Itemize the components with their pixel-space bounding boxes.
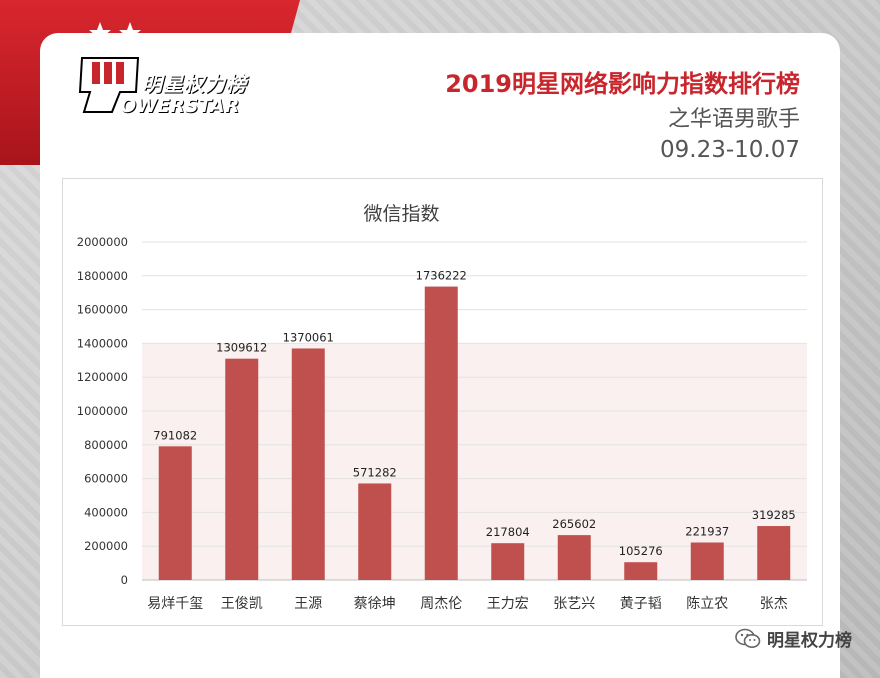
- footer-account: 明星权力榜: [735, 626, 852, 651]
- star-icon: [89, 22, 111, 43]
- wechat-icon: [735, 628, 761, 648]
- data-label: 217804: [486, 525, 530, 539]
- bar-chart: 微信指数 0 200000 400000 600000 800000 1000000 1200…: [77, 203, 807, 612]
- bar: [158, 446, 192, 580]
- page-subtitle: 之华语男歌手: [667, 107, 800, 132]
- bar: [424, 286, 458, 580]
- x-tick-label: 陈立农: [686, 595, 728, 612]
- star-icon: [119, 22, 141, 43]
- y-tick-label: 1800000: [77, 269, 128, 283]
- date-range: 09.23-10.07: [660, 137, 800, 163]
- star-icon: [64, 46, 80, 61]
- y-tick-label: 1400000: [77, 336, 128, 350]
- brand-logo: 明星权力榜 OWERSTAR: [0, 0, 300, 165]
- x-tick-label: 王俊凯: [221, 596, 263, 612]
- bar: [757, 526, 791, 580]
- data-label: 105276: [619, 544, 663, 558]
- bar: [491, 543, 525, 580]
- x-tick-label: 王源: [294, 596, 322, 612]
- y-tick-label: 0: [121, 573, 128, 587]
- x-tick-label: 蔡徐坤: [354, 596, 396, 612]
- bar: [557, 535, 591, 580]
- y-tick-label: 1200000: [77, 370, 128, 384]
- y-tick-label: 400000: [84, 505, 128, 519]
- page-title: 2019明星网络影响力指数排行榜: [445, 70, 800, 98]
- x-tick-label: 易烊千玺: [147, 596, 203, 612]
- data-label: 571282: [353, 465, 397, 479]
- star-icon: [152, 46, 168, 61]
- x-tick-label: 周杰伦: [420, 596, 462, 612]
- data-label: 1736222: [416, 269, 467, 283]
- logo-chinese-text: 明星权力榜: [142, 72, 247, 96]
- y-tick-label: 1000000: [77, 404, 128, 418]
- data-label: 265602: [552, 517, 596, 531]
- bar: [225, 358, 259, 580]
- y-tick-label: 1600000: [77, 303, 128, 317]
- logo-emblem-icon: [64, 22, 168, 113]
- bar: [624, 562, 658, 580]
- bar: [358, 483, 392, 580]
- y-tick-label: 2000000: [77, 235, 128, 249]
- x-tick-label: 王力宏: [487, 596, 529, 612]
- y-tick-label: 800000: [84, 438, 128, 452]
- x-tick-label: 张艺兴: [553, 596, 595, 612]
- x-tick-label: 黄子韬: [620, 595, 662, 612]
- logo-english-text: OWERSTAR: [120, 95, 240, 117]
- footer-account-name: 明星权力榜: [767, 631, 852, 651]
- data-label: 791082: [153, 428, 197, 442]
- chart-title: 微信指数: [363, 203, 439, 225]
- data-label: 1370061: [283, 330, 334, 344]
- y-tick-label: 200000: [84, 539, 128, 553]
- y-tick-label: 600000: [84, 472, 128, 486]
- bar: [291, 348, 325, 580]
- data-label: 1309612: [216, 341, 267, 355]
- data-label: 221937: [685, 524, 729, 538]
- data-label: 319285: [752, 508, 796, 522]
- x-tick-label: 张杰: [760, 596, 788, 612]
- bar: [690, 542, 724, 580]
